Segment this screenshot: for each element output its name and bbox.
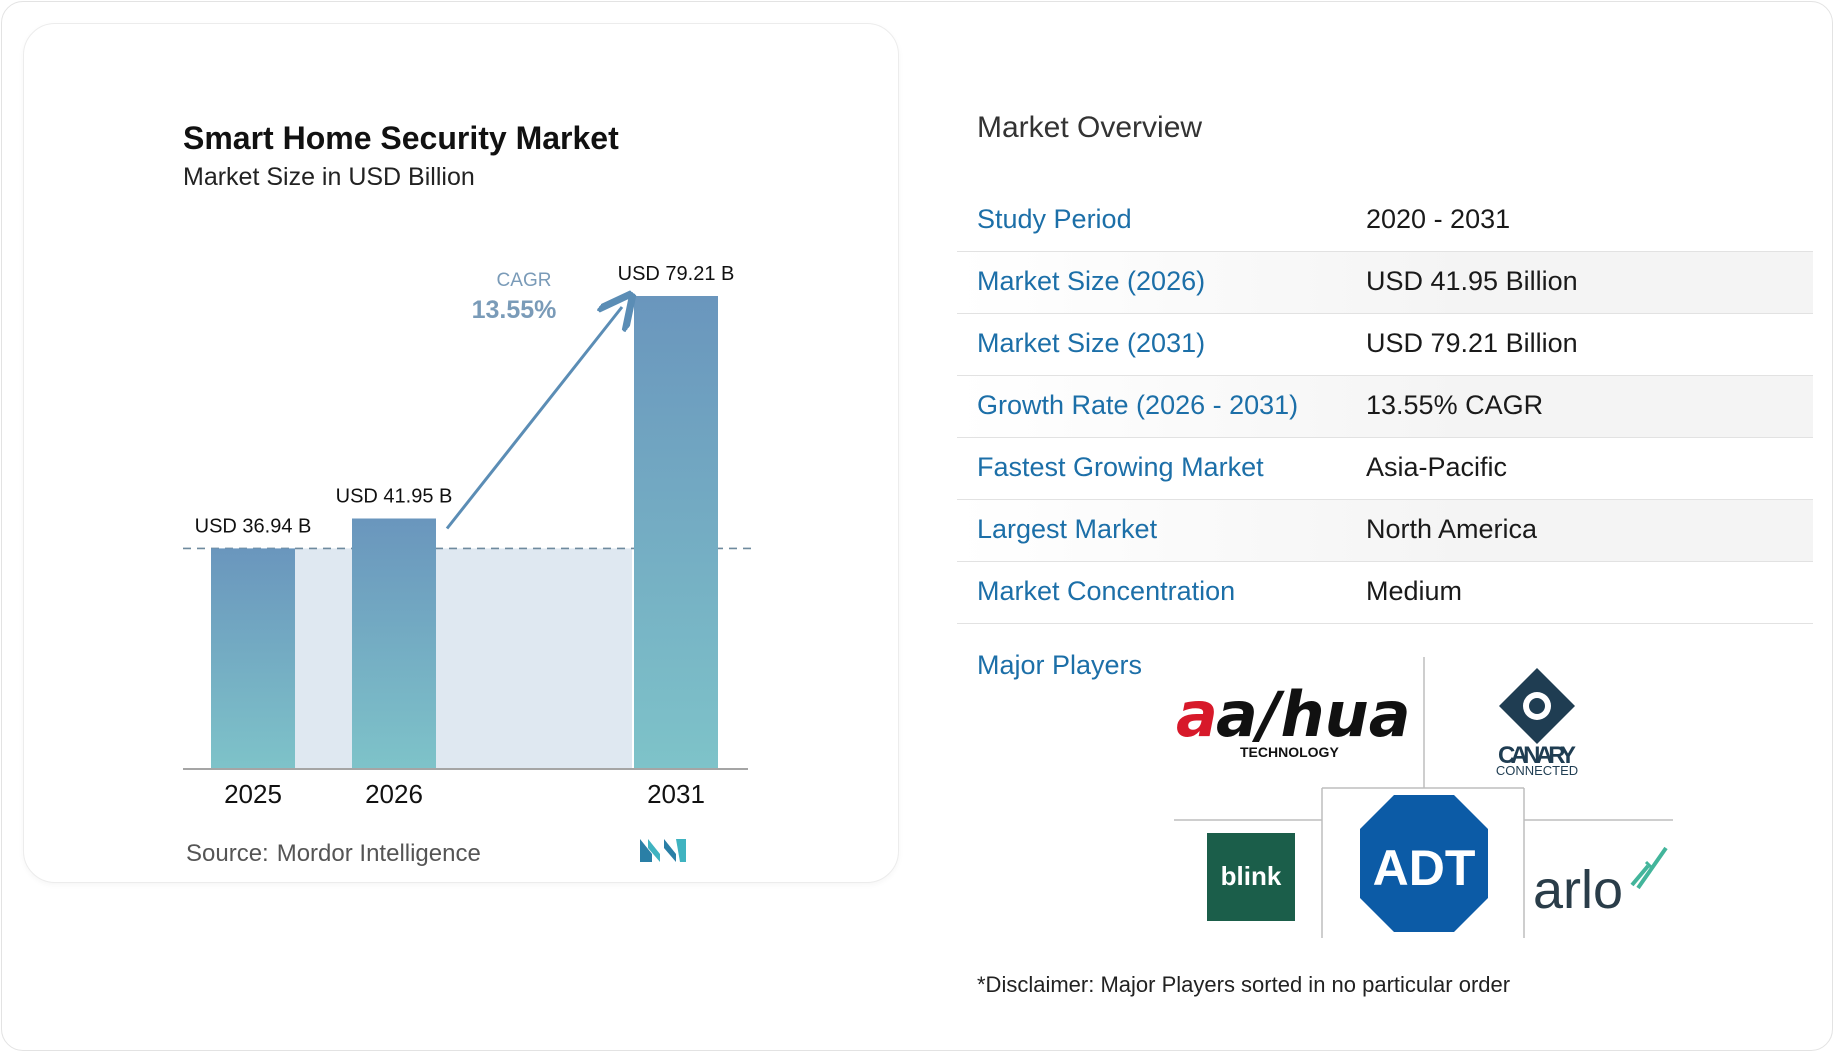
overview-row: Growth Rate (2026 - 2031) 13.55% CAGR [957, 376, 1813, 438]
cagr-value: 13.55% [472, 296, 557, 324]
bar-2025 [211, 548, 295, 769]
x-tick-2025: 2025 [224, 779, 282, 809]
overview-row-label: Largest Market [977, 514, 1158, 544]
overview-row-value: Asia-Pacific [1366, 452, 1508, 482]
bar-chart: USD 36.94 B 2025 USD 41.95 B 2026 USD 79.21 … [183, 263, 752, 809]
chart-subtitle: Market Size in USD Billion [183, 163, 475, 191]
chart-source: Source: Mordor Intelligence [186, 840, 481, 868]
cagr-label: CAGR [497, 270, 552, 291]
overview-row-value: Medium [1366, 576, 1463, 606]
overview-row-label: Fastest Growing Market [977, 452, 1264, 482]
bar-2031 [634, 296, 718, 769]
overview-row: Market Concentration Medium [957, 562, 1813, 624]
overview-row: Study Period 2020 - 2031 [957, 190, 1813, 252]
overview-row-value: 13.55% CAGR [1366, 390, 1544, 420]
overview-row-label: Market Size (2026) [977, 266, 1206, 296]
overview-row: Market Size (2031) USD 79.21 Billion [957, 314, 1813, 376]
data-label-2031: USD 79.21 B [618, 263, 735, 285]
chart-title: Smart Home Security Market [183, 120, 619, 156]
overview-row-value: USD 79.21 Billion [1366, 328, 1578, 358]
overview-row-value: USD 41.95 Billion [1366, 266, 1578, 296]
overview-row: Market Size (2026) USD 41.95 Billion [957, 252, 1813, 314]
overview-row: Largest Market North America [957, 500, 1813, 562]
x-tick-2031: 2031 [647, 779, 705, 809]
overview-row-label: Study Period [977, 204, 1132, 234]
cagr-arrow [445, 307, 622, 530]
market-overview-table: Study Period 2020 - 2031 Market Size (2026… [957, 190, 1813, 624]
x-tick-2026: 2026 [365, 779, 423, 809]
mordor-intelligence-logo [640, 839, 686, 862]
overview-row: Fastest Growing Market Asia-Pacific [957, 438, 1813, 500]
source-name: Mordor Intelligence [276, 840, 481, 867]
overview-row-value: North America [1366, 514, 1538, 544]
overview-row-label: Market Concentration [977, 576, 1236, 606]
overview-row-label: Growth Rate (2026 - 2031) [977, 390, 1299, 420]
market-overview-title: Market Overview [977, 111, 1203, 144]
data-label-2026: USD 41.95 B [336, 485, 453, 507]
overview-row-value: 2020 - 2031 [1366, 204, 1511, 234]
players-disclaimer: *Disclaimer: Major Players sorted in no … [977, 972, 1511, 997]
data-label-2025: USD 36.94 B [195, 515, 312, 537]
overview-row-label: Market Size (2031) [977, 328, 1206, 358]
source-label: Source: [186, 840, 269, 867]
bar-2026 [352, 518, 436, 769]
major-players-label: Major Players [977, 650, 1143, 680]
